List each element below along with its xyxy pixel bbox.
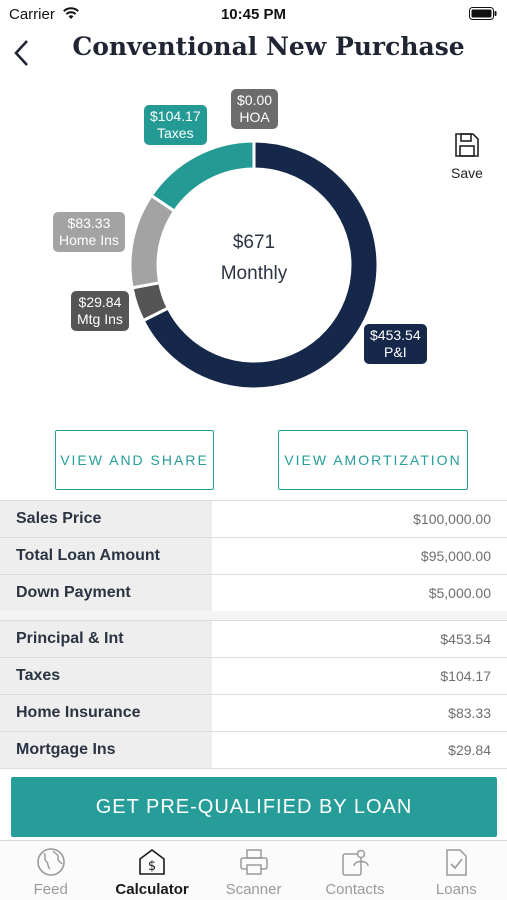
page-title: Conventional New Purchase <box>72 32 465 61</box>
view-and-share-button[interactable]: VIEW AND SHARE <box>55 430 214 490</box>
row-label: Down Payment <box>0 575 212 611</box>
payment-breakdown-table: Principal & Int $453.54 Taxes $104.17 Ho… <box>0 620 507 769</box>
taxes-name: Taxes <box>157 125 194 141</box>
home-ins-label-box: $83.33 Home Ins <box>53 212 125 252</box>
chevron-left-icon <box>14 40 28 66</box>
tab-scanner[interactable]: Scanner <box>203 841 304 900</box>
taxes-amount: $104.17 <box>150 108 201 124</box>
tab-loans[interactable]: Loans <box>406 841 507 900</box>
section-divider <box>0 611 507 621</box>
pi-amount: $453.54 <box>370 327 421 343</box>
row-value: $95,000.00 <box>420 548 491 564</box>
get-pre-qualified-button[interactable]: GET PRE-QUALIFIED BY LOAN <box>11 777 497 837</box>
row-value: $29.84 <box>448 742 491 758</box>
tab-label: Contacts <box>325 881 385 898</box>
tab-bar: Feed $ Calculator Scanner Contacts Loans <box>0 840 507 900</box>
wifi-icon <box>62 6 80 25</box>
tab-calculator[interactable]: $ Calculator <box>101 841 202 900</box>
table-row: Home Insurance $83.33 <box>0 695 507 732</box>
slice-pi <box>141 139 380 391</box>
row-label: Mortgage Ins <box>0 732 212 768</box>
tab-contacts[interactable]: Contacts <box>304 841 405 900</box>
back-button[interactable] <box>8 36 38 70</box>
pi-name: P&I <box>384 344 407 360</box>
row-value: $83.33 <box>448 705 491 721</box>
row-value: $453.54 <box>440 631 491 647</box>
carrier-label: Carrier <box>9 6 55 23</box>
row-value: $100,000.00 <box>413 511 491 527</box>
row-label: Sales Price <box>0 501 212 537</box>
loan-summary-table: Sales Price $100,000.00 Total Loan Amoun… <box>0 500 507 612</box>
tab-feed[interactable]: Feed <box>0 841 101 900</box>
calculator-icon: $ <box>139 849 165 875</box>
mtg-ins-name: Mtg Ins <box>77 311 123 327</box>
home-ins-name: Home Ins <box>59 232 119 248</box>
pi-label-box: $453.54 P&I <box>364 324 427 364</box>
taxes-label-box: $104.17 Taxes <box>144 105 207 145</box>
floppy-disk-icon <box>455 133 479 157</box>
tab-label: Feed <box>33 881 68 898</box>
document-check-icon <box>446 849 468 876</box>
row-label: Taxes <box>0 658 212 694</box>
row-label: Home Insurance <box>0 695 212 731</box>
printer-icon <box>239 849 268 875</box>
view-amortization-button[interactable]: VIEW AMORTIZATION <box>278 430 468 490</box>
save-label: Save <box>451 165 483 181</box>
mtg-ins-amount: $29.84 <box>78 294 122 310</box>
contacts-icon <box>342 849 369 876</box>
battery-icon <box>469 7 497 25</box>
chart-center-label: Monthly <box>220 263 288 284</box>
table-row: Mortgage Ins $29.84 <box>0 732 507 769</box>
table-row: Total Loan Amount $95,000.00 <box>0 538 507 575</box>
row-value: $5,000.00 <box>428 585 491 601</box>
tab-label: Scanner <box>225 881 282 898</box>
table-row: Sales Price $100,000.00 <box>0 501 507 538</box>
donut-chart-svg <box>128 139 380 391</box>
tab-label: Loans <box>435 881 477 898</box>
table-row: Principal & Int $453.54 <box>0 621 507 658</box>
table-row: Down Payment $5,000.00 <box>0 575 507 612</box>
status-bar: Carrier 10:45 PM <box>0 0 507 28</box>
hoa-name: HOA <box>239 109 270 125</box>
tab-label: Calculator <box>115 881 189 898</box>
slice-taxes <box>149 139 256 214</box>
payment-donut-chart: $671 Monthly $0.00 HOA $104.17 Taxes $83… <box>0 80 507 410</box>
save-button[interactable]: Save <box>447 132 487 181</box>
row-label: Principal & Int <box>0 621 212 657</box>
hoa-amount: $0.00 <box>237 92 273 108</box>
row-value: $104.17 <box>440 668 491 684</box>
table-row: Taxes $104.17 <box>0 658 507 695</box>
svg-text:$: $ <box>148 859 156 874</box>
home-ins-amount: $83.33 <box>67 215 111 231</box>
chart-center-amount: $671 <box>232 232 276 253</box>
globe-icon <box>36 848 65 876</box>
row-label: Total Loan Amount <box>0 538 212 574</box>
status-time: 10:45 PM <box>220 6 287 23</box>
hoa-label-box: $0.00 HOA <box>231 89 279 129</box>
mtg-ins-label-box: $29.84 Mtg Ins <box>71 291 129 331</box>
